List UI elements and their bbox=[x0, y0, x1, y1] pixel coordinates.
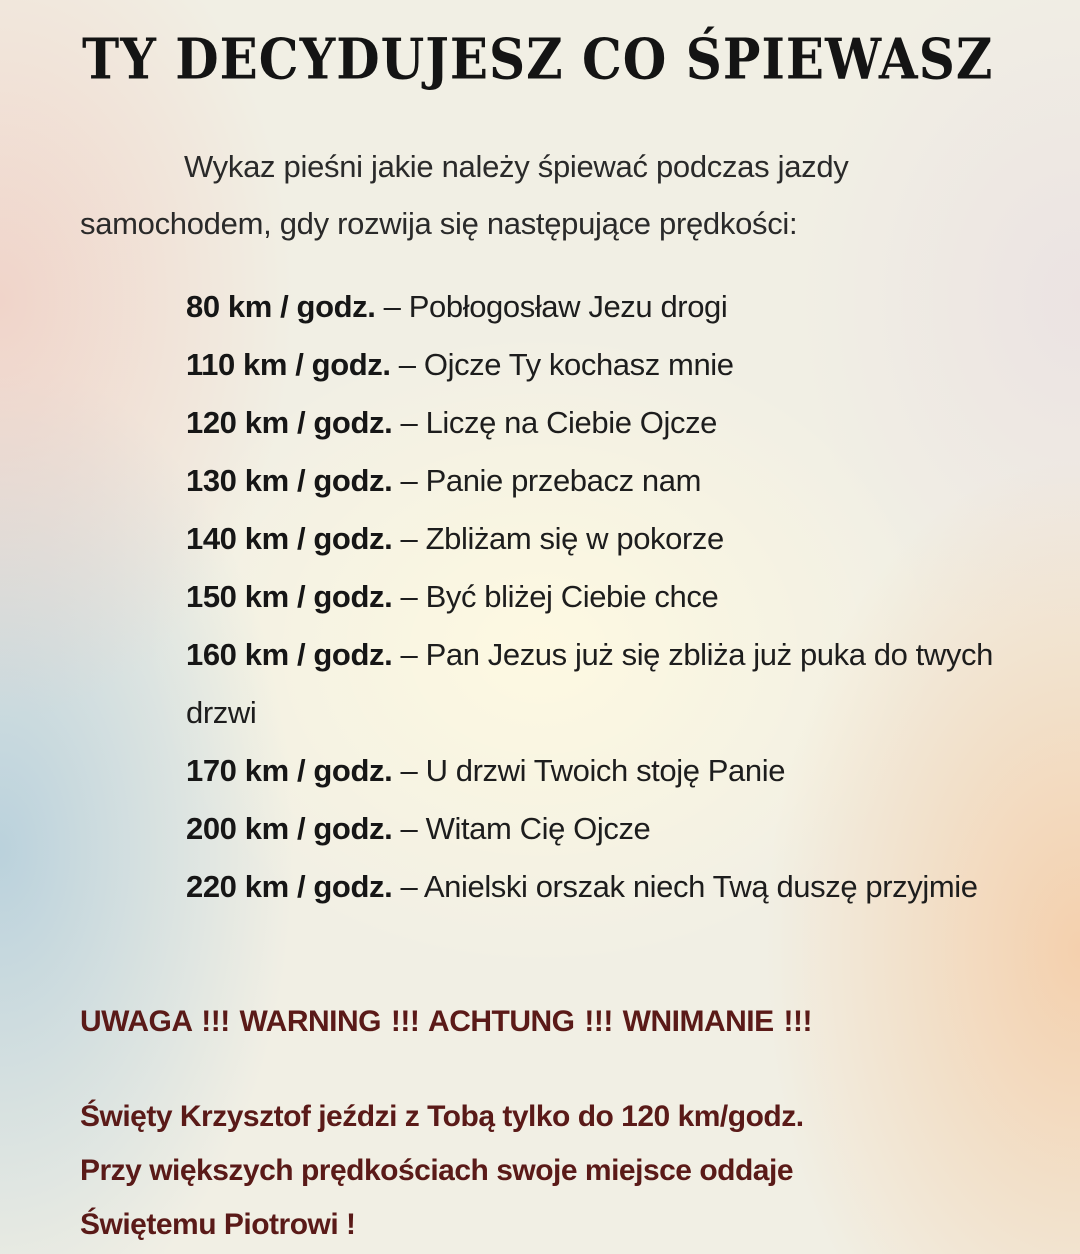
speed-label: 220 km / godz. bbox=[186, 869, 393, 904]
page-title: TY DECYDUJESZ CO ŚPIEWASZ bbox=[82, 26, 994, 93]
note-line: Święty Krzysztof jeździ z Tobą tylko do … bbox=[80, 1100, 804, 1133]
speed-label: 170 km / godz. bbox=[186, 753, 393, 788]
speed-label: 80 km / godz. bbox=[186, 289, 376, 324]
song-title: Witam Cię Ojcze bbox=[425, 811, 651, 846]
speed-label: 130 km / godz. bbox=[186, 463, 393, 498]
note-line: Przy większych prędkościach swoje miejsc… bbox=[80, 1154, 794, 1187]
warning-heading: UWAGA !!! WARNING !!! ACHTUNG !!! WNIMAN… bbox=[80, 1005, 812, 1038]
list-item: 170 km / godz. – U drzwi Twoich stoję Pa… bbox=[186, 753, 786, 788]
song-title: Pan Jezus już się zbliża już puka do twy… bbox=[186, 637, 993, 730]
song-title: U drzwi Twoich stoję Panie bbox=[425, 753, 786, 788]
list-item: 80 km / godz. – Pobłogosław Jezu drogi bbox=[186, 289, 728, 324]
speed-label: 200 km / godz. bbox=[186, 811, 393, 846]
song-title: Pobłogosław Jezu drogi bbox=[408, 289, 728, 324]
list-item: 200 km / godz. – Witam Cię Ojcze bbox=[186, 811, 651, 846]
speed-label: 120 km / godz. bbox=[186, 405, 393, 440]
song-list: 80 km / godz. – Pobłogosław Jezu drogi 1… bbox=[186, 278, 1036, 916]
list-item: 220 km / godz. – Anielski orszak niech T… bbox=[186, 869, 978, 904]
speed-label: 160 km / godz. bbox=[186, 637, 393, 672]
list-item: 110 km / godz. – Ojcze Ty kochasz mnie bbox=[186, 347, 734, 382]
song-title: Zbliżam się w pokorze bbox=[425, 521, 725, 556]
speed-label: 110 km / godz. bbox=[186, 347, 391, 382]
song-title: Liczę na Ciebie Ojcze bbox=[425, 405, 718, 440]
list-item: 160 km / godz. – Pan Jezus już się zbliż… bbox=[186, 637, 993, 730]
song-title: Ojcze Ty kochasz mnie bbox=[423, 347, 734, 382]
list-item: 130 km / godz. – Panie przebacz nam bbox=[186, 463, 702, 498]
song-title: Być bliżej Ciebie chce bbox=[425, 579, 719, 614]
list-item: 140 km / godz. – Zbliżam się w pokorze bbox=[186, 521, 725, 556]
speed-label: 140 km / godz. bbox=[186, 521, 393, 556]
list-item: 120 km / godz. – Liczę na Ciebie Ojcze bbox=[186, 405, 718, 440]
song-title: Anielski orszak niech Twą duszę przyjmie bbox=[423, 869, 978, 904]
warning-note: Święty Krzysztof jeździ z Tobą tylko do … bbox=[80, 1090, 1040, 1252]
song-title: Panie przebacz nam bbox=[425, 463, 702, 498]
list-item: 150 km / godz. – Być bliżej Ciebie chce bbox=[186, 579, 719, 614]
intro-paragraph: Wykaz pieśni jakie należy śpiewać podcza… bbox=[80, 138, 1030, 252]
note-line: Świętemu Piotrowi ! bbox=[80, 1208, 356, 1241]
speed-label: 150 km / godz. bbox=[186, 579, 393, 614]
intro-text: Wykaz pieśni jakie należy śpiewać podcza… bbox=[80, 149, 849, 241]
